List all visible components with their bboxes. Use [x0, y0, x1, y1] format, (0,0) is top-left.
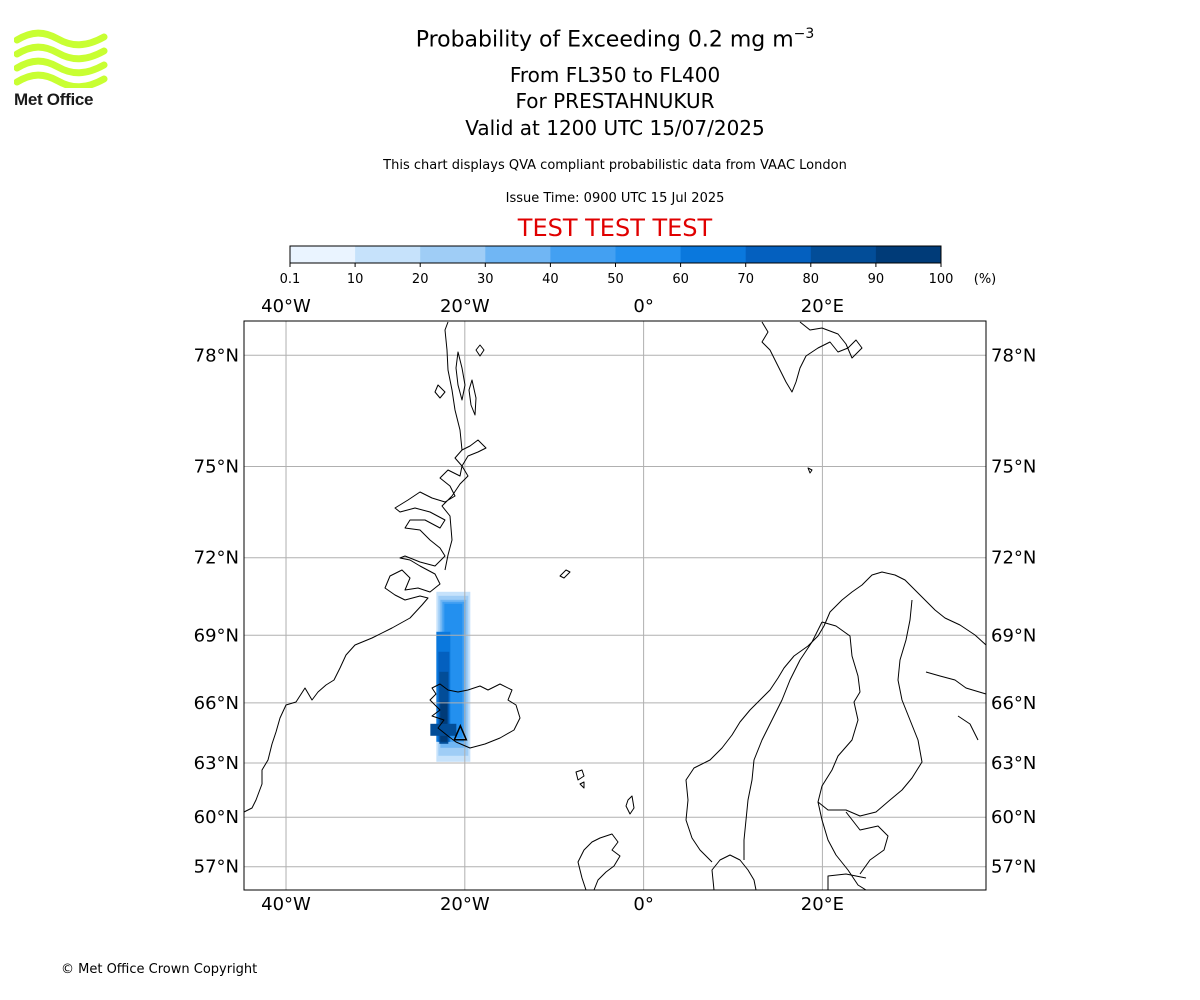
- lat-label-left: 66°N: [194, 693, 239, 714]
- lat-label-right: 60°N: [991, 807, 1036, 828]
- probability-cell: [430, 723, 457, 736]
- greenland-north-coast: [444, 321, 463, 451]
- colorbar-segment: [420, 246, 486, 263]
- probability-colorbar: 0.1 10 20 30 40 50 60 70 80 90 100 (%): [280, 245, 997, 287]
- lat-label-left: 69°N: [194, 625, 239, 646]
- colorbar-tick-label: 50: [607, 272, 624, 287]
- greenland-island: [475, 344, 485, 357]
- iceland-coast: [429, 683, 521, 749]
- map-frame: [243, 320, 987, 891]
- colorbar-unit: (%): [974, 272, 997, 287]
- chart-title: Probability of Exceeding 0.2 mg m−3: [415, 26, 815, 53]
- met-office-waves-icon: [14, 29, 108, 88]
- scandinavia-coast: [685, 571, 987, 891]
- lon-label-top: 20°E: [801, 296, 844, 317]
- shetland-islands: [625, 795, 635, 815]
- faroe-islands: [575, 769, 585, 789]
- lat-label-left: 75°N: [194, 456, 239, 477]
- flight-level-range: From FL350 to FL400: [509, 63, 721, 87]
- issue-time: Issue Time: 0900 UTC 15 Jul 2025: [505, 191, 725, 206]
- greenland-island: [455, 351, 466, 401]
- baltic-coast: [817, 801, 867, 891]
- kola-coast: [925, 671, 987, 695]
- colorbar-segment: [615, 246, 682, 263]
- jan-mayen-island: [559, 569, 571, 579]
- lat-label-right: 69°N: [991, 625, 1036, 646]
- volcano-triangle-icon: [453, 723, 468, 741]
- colorbar-tick-label: 70: [737, 272, 754, 287]
- colorbar-segment: [355, 246, 421, 263]
- colorbar-tick-label: 100: [929, 272, 954, 287]
- colorbar-segment: [875, 246, 942, 263]
- valid-time: Valid at 1200 UTC 15/07/2025: [465, 116, 765, 140]
- volcano-marker: [453, 723, 468, 741]
- coastlines: [243, 321, 987, 891]
- colorbar-tick-label: 30: [477, 272, 494, 287]
- logo-text: Met Office: [14, 90, 94, 109]
- colorbar-tick-label: 40: [542, 272, 559, 287]
- volcano-name: For PRESTAHNUKUR: [515, 89, 715, 113]
- lon-label-bottom: 20°E: [801, 894, 844, 915]
- svalbard-coast: [761, 321, 863, 393]
- chart-description: This chart displays QVA compliant probab…: [383, 158, 847, 173]
- baltic-states-coast: [827, 873, 867, 890]
- colorbar-tick-label: 80: [803, 272, 820, 287]
- greenland-island: [434, 384, 446, 399]
- colorbar-tick-label: 0.1: [280, 272, 301, 287]
- norway-sweden-border: [743, 621, 823, 860]
- colorbar-segment: [745, 246, 812, 263]
- colorbar-tick-label: 10: [347, 272, 364, 287]
- bear-island: [807, 467, 813, 474]
- colorbar-segment: [810, 246, 877, 263]
- finland-russia-border: [817, 599, 923, 817]
- scotland-coast: [577, 833, 621, 891]
- colorbar-segment: [550, 246, 616, 263]
- lon-label-top: 40°W: [261, 296, 311, 317]
- test-banner: TEST TEST TEST: [517, 214, 713, 242]
- colorbar-tick-label: 90: [868, 272, 885, 287]
- lat-label-right: 57°N: [991, 857, 1036, 878]
- lat-label-right: 75°N: [991, 456, 1036, 477]
- met-office-logo: Met Office: [14, 28, 109, 114]
- colorbar-tick-label: 60: [672, 272, 689, 287]
- lon-label-bottom: 20°W: [440, 894, 490, 915]
- lon-label-bottom: 0°: [633, 894, 653, 915]
- lon-label-bottom: 40°W: [261, 894, 311, 915]
- axis-labels: 40°W 40°W 20°W 20°W 0° 0° 20°E 20°E 78°N 78°N 75°N…: [194, 296, 1037, 915]
- lat-label-left: 57°N: [194, 857, 239, 878]
- colorbar-segment: [485, 246, 551, 263]
- greenland-coast: [243, 439, 487, 813]
- lat-label-right: 66°N: [991, 693, 1036, 714]
- lat-label-left: 72°N: [194, 548, 239, 569]
- finland-south-coast: [845, 811, 889, 875]
- lon-label-top: 0°: [633, 296, 653, 317]
- colorbar-segment: [680, 246, 747, 263]
- lat-label-left: 63°N: [194, 753, 239, 774]
- colorbar-segment: [290, 246, 356, 263]
- copyright-notice: © Met Office Crown Copyright: [61, 962, 258, 977]
- lat-label-right: 78°N: [991, 345, 1036, 366]
- probability-cell: [440, 701, 448, 742]
- graticule: [244, 321, 986, 890]
- colorbar-tick-label: 20: [412, 272, 429, 287]
- russia-coast: [957, 715, 979, 741]
- lon-label-top: 20°W: [440, 296, 490, 317]
- lat-label-right: 63°N: [991, 753, 1036, 774]
- lat-label-left: 60°N: [194, 807, 239, 828]
- lat-label-right: 72°N: [991, 548, 1036, 569]
- lat-label-left: 78°N: [194, 345, 239, 366]
- greenland-island: [468, 379, 477, 416]
